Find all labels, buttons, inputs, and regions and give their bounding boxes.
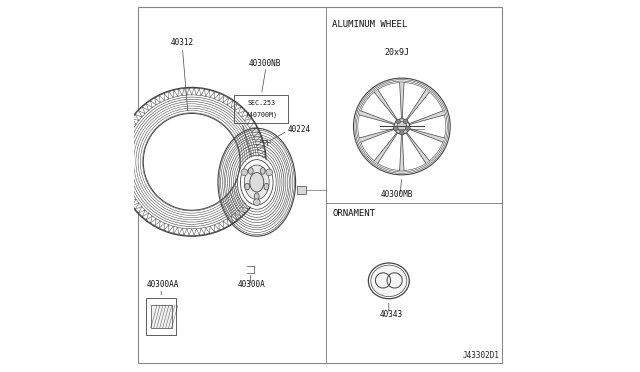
- Polygon shape: [408, 128, 444, 142]
- Text: ALUMINUM WHEEL: ALUMINUM WHEEL: [332, 20, 408, 29]
- Ellipse shape: [241, 160, 273, 205]
- Circle shape: [143, 113, 240, 210]
- Circle shape: [394, 126, 398, 131]
- Polygon shape: [359, 111, 395, 125]
- Polygon shape: [374, 90, 398, 121]
- Text: ORNAMENT: ORNAMENT: [332, 209, 375, 218]
- Circle shape: [353, 78, 450, 175]
- Circle shape: [253, 199, 260, 206]
- Circle shape: [399, 131, 404, 135]
- Circle shape: [394, 119, 410, 134]
- Text: 40343: 40343: [380, 310, 403, 319]
- Ellipse shape: [371, 265, 407, 296]
- Ellipse shape: [238, 156, 275, 208]
- Polygon shape: [406, 132, 429, 163]
- Circle shape: [145, 115, 239, 209]
- Text: 40300NB: 40300NB: [248, 59, 280, 68]
- Circle shape: [241, 169, 248, 176]
- Text: 20x9J: 20x9J: [385, 48, 410, 57]
- Polygon shape: [399, 83, 404, 119]
- Polygon shape: [359, 128, 395, 142]
- Ellipse shape: [264, 183, 269, 190]
- Polygon shape: [374, 132, 398, 163]
- Ellipse shape: [254, 193, 259, 200]
- Circle shape: [396, 119, 401, 124]
- Circle shape: [266, 169, 273, 176]
- Text: 40300MB: 40300MB: [380, 190, 413, 199]
- Bar: [146, 298, 177, 335]
- Polygon shape: [408, 111, 444, 125]
- Text: 40300AA: 40300AA: [147, 280, 179, 289]
- Circle shape: [406, 126, 410, 131]
- Circle shape: [397, 122, 406, 131]
- Polygon shape: [406, 90, 429, 121]
- Ellipse shape: [260, 168, 265, 174]
- Circle shape: [403, 119, 408, 124]
- Ellipse shape: [244, 183, 250, 190]
- Text: (40700M): (40700M): [245, 111, 277, 118]
- Text: 40312: 40312: [170, 38, 193, 46]
- Ellipse shape: [244, 165, 269, 199]
- Text: 40224: 40224: [287, 125, 311, 134]
- Bar: [151, 305, 172, 328]
- Text: J43302D1: J43302D1: [463, 351, 500, 360]
- Ellipse shape: [369, 263, 410, 299]
- Ellipse shape: [248, 168, 253, 174]
- Text: SEC.253: SEC.253: [248, 100, 275, 106]
- Ellipse shape: [250, 173, 264, 192]
- Polygon shape: [399, 134, 404, 170]
- Bar: [234, 95, 289, 123]
- Bar: [298, 186, 306, 194]
- Text: 40300A: 40300A: [237, 280, 265, 289]
- Circle shape: [117, 87, 266, 236]
